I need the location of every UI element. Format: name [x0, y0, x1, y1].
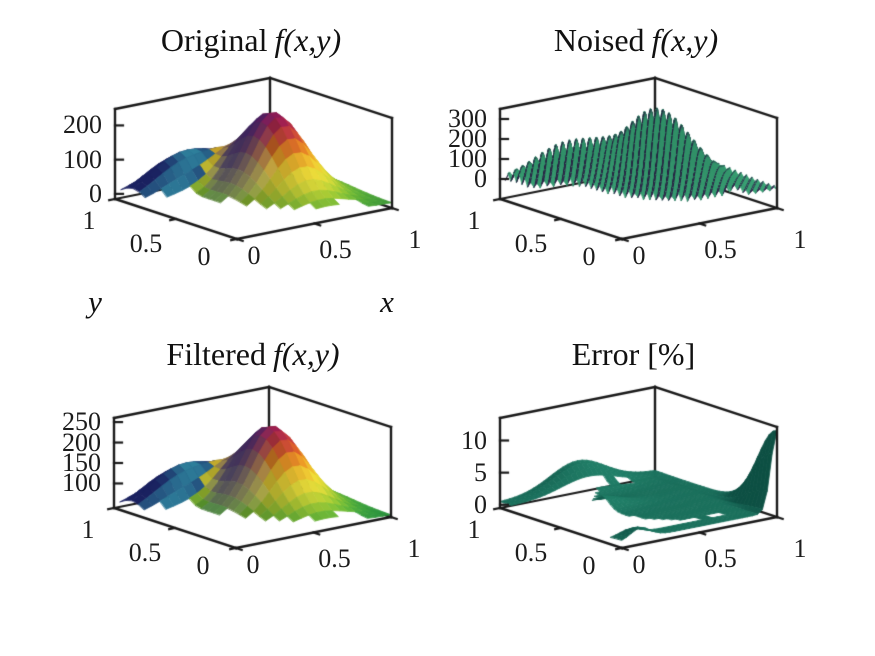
xtick-label-error: 0.5	[704, 543, 737, 573]
ztick-label-filtered: 250	[62, 407, 101, 437]
ztick-label-filtered: 200	[62, 427, 101, 457]
ztick-label-original: 0	[89, 178, 102, 208]
x-axis-label: x	[380, 284, 394, 319]
ytick-label-filtered: 0.5	[128, 538, 162, 567]
panel-title-filtered: Filtered f(x,y)	[166, 336, 339, 373]
ztick-label-original: 100	[63, 144, 102, 174]
ztick-label-noised: 100	[448, 144, 487, 173]
xtick-label-filtered: 0.5	[318, 543, 351, 573]
xtick-label-filtered: 1	[407, 534, 421, 563]
ytick-label-noised: 0.5	[514, 229, 548, 258]
title-math: f(x,y)	[272, 336, 340, 372]
ztick-label-original: 200	[63, 110, 102, 140]
xtick-label-original: 0.5	[319, 234, 352, 264]
title-text: Error [%]	[571, 336, 696, 372]
ztick-label-filtered: 100	[62, 468, 101, 498]
ytick-label-error: 0	[582, 551, 596, 580]
panel-title-error: Error [%]	[572, 336, 702, 373]
ztick-label-filtered: 150	[62, 448, 101, 477]
ytick-label-original: 1	[82, 206, 96, 235]
y-axis-label: y	[88, 284, 102, 319]
xtick-label-original: 0	[247, 241, 261, 270]
ztick-label-noised: 300	[448, 104, 487, 133]
title-math: f(x,y)	[274, 22, 342, 58]
ztick-label-error: 10	[461, 425, 487, 455]
ytick-label-filtered: 1	[81, 515, 95, 544]
xtick-label-original: 1	[408, 225, 422, 254]
panel-title-original: Original f(x,y)	[161, 22, 341, 59]
ytick-label-filtered: 0	[196, 551, 210, 580]
title-text: Noised	[553, 22, 645, 58]
panel-title-noised: Noised f(x,y)	[554, 22, 718, 59]
xtick-label-noised: 0	[632, 241, 646, 270]
xtick-label-noised: 0.5	[704, 234, 737, 264]
title-math: f(x,y)	[651, 22, 719, 58]
xtick-label-noised: 1	[793, 225, 807, 254]
ztick-label-noised: 0	[474, 164, 487, 193]
ytick-label-error: 0.5	[514, 538, 548, 567]
ytick-label-noised: 0	[582, 242, 596, 271]
xtick-label-error: 1	[793, 534, 807, 563]
ytick-label-noised: 1	[467, 206, 481, 235]
ytick-label-original: 0	[197, 242, 211, 271]
xtick-label-filtered: 0	[246, 550, 260, 579]
ztick-label-error: 0	[474, 489, 487, 519]
title-text: Original	[160, 22, 268, 58]
ytick-label-original: 0.5	[129, 229, 163, 258]
ztick-label-noised: 200	[448, 124, 487, 153]
title-text: Filtered	[166, 336, 266, 372]
ztick-label-error: 5	[474, 457, 487, 487]
ytick-label-error: 1	[467, 515, 481, 544]
xtick-label-error: 0	[632, 550, 646, 579]
